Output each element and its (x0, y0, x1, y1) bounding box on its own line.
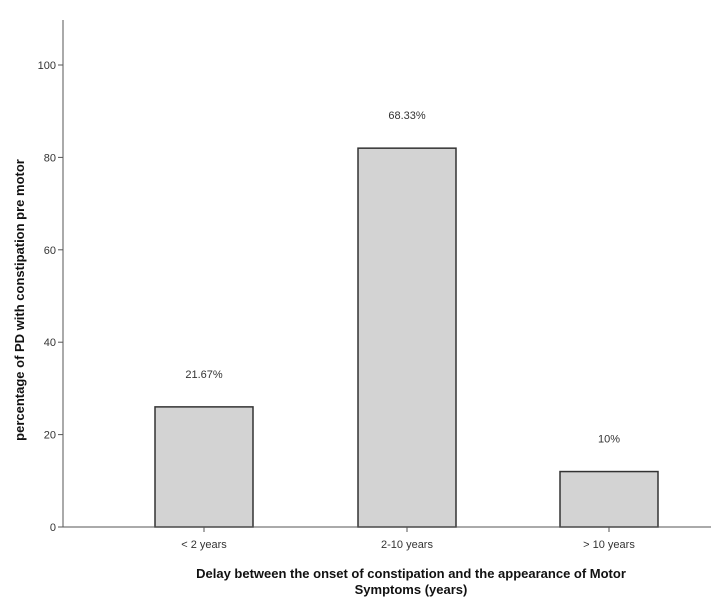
x-tick-label: > 10 years (583, 539, 635, 551)
bar-data-label: 21.67% (185, 369, 223, 381)
x-axis-title-line-2: Symptoms (years) (355, 582, 468, 597)
bars: 21.67% 68.33% 10% (154, 110, 659, 528)
x-axis-title-line-1: Delay between the onset of constipation … (196, 566, 626, 581)
bar (357, 147, 457, 528)
y-axis: 0 20 40 60 80 100 (38, 20, 64, 534)
x-tick-label: 2-10 years (381, 539, 433, 551)
y-tick-label: 80 (44, 152, 56, 164)
x-tick-label: < 2 years (181, 539, 227, 551)
y-tick-label: 20 (44, 430, 56, 442)
bar-data-label: 68.33% (388, 110, 426, 122)
y-tick-label: 0 (50, 522, 56, 534)
x-axis: < 2 years 2-10 years > 10 years (63, 526, 711, 551)
y-axis-title: percentage of PD with constipation pre m… (12, 159, 27, 441)
y-tick-label: 40 (44, 337, 56, 349)
bar (154, 406, 254, 528)
bar-data-label: 10% (598, 434, 620, 446)
y-tick-label: 60 (44, 245, 56, 257)
y-tick-label: 100 (38, 60, 56, 72)
bar (559, 470, 659, 528)
